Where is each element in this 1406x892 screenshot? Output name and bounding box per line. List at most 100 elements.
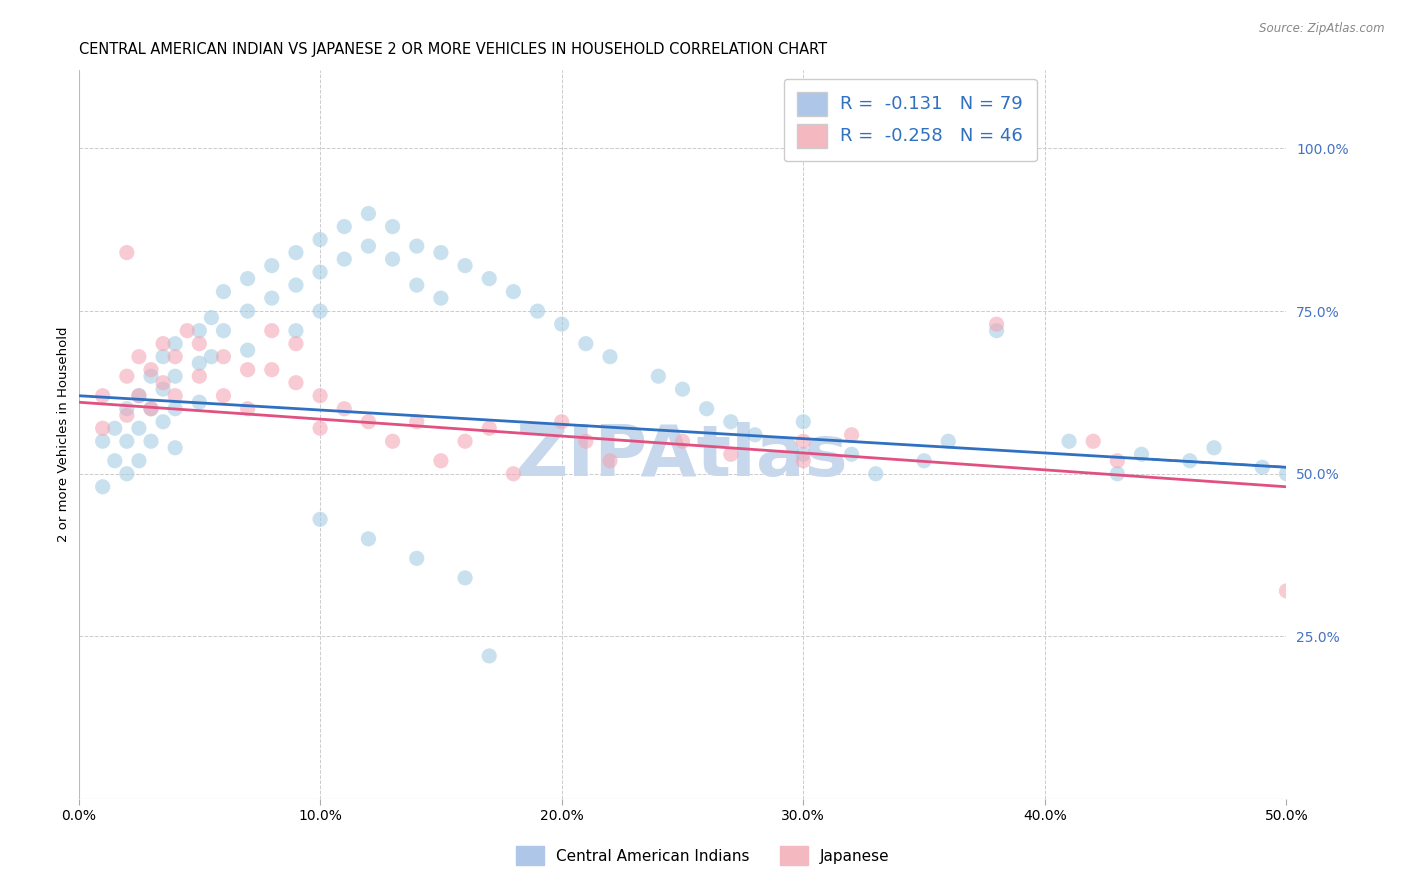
Point [792,447,814,461]
Point [284,336,307,351]
Point [152,376,174,390]
Point [284,278,307,293]
Point [115,369,138,384]
Point [333,219,356,234]
Point [405,551,427,566]
Point [212,350,235,364]
Point [188,336,211,351]
Point [575,336,598,351]
Point [309,233,332,247]
Point [188,395,211,409]
Y-axis label: 2 or more Vehicles in Household: 2 or more Vehicles in Household [58,327,70,542]
Point [1130,447,1153,461]
Point [309,389,332,403]
Point [454,571,477,585]
Point [115,409,138,423]
Point [309,265,332,279]
Point [647,369,669,384]
Point [91,480,114,494]
Point [551,415,574,429]
Point [381,252,404,266]
Point [152,350,174,364]
Point [1057,434,1080,449]
Point [284,376,307,390]
Point [381,219,404,234]
Point [1107,454,1129,468]
Point [139,401,162,416]
Point [152,415,174,429]
Text: CENTRAL AMERICAN INDIAN VS JAPANESE 2 OR MORE VEHICLES IN HOUSEHOLD CORRELATION : CENTRAL AMERICAN INDIAN VS JAPANESE 2 OR… [79,42,827,57]
Point [599,350,621,364]
Point [128,454,150,468]
Point [309,512,332,526]
Point [165,441,187,455]
Point [936,434,959,449]
Point [405,278,427,293]
Point [115,245,138,260]
Point [212,324,235,338]
Point [260,324,283,338]
Point [104,421,127,435]
Point [333,401,356,416]
Point [1107,467,1129,481]
Point [188,324,211,338]
Point [236,343,259,358]
Point [139,362,162,376]
Text: Source: ZipAtlas.com: Source: ZipAtlas.com [1260,22,1385,36]
Point [165,350,187,364]
Point [309,421,332,435]
Point [333,252,356,266]
Point [236,362,259,376]
Point [478,648,501,663]
Point [176,324,198,338]
Point [502,467,524,481]
Point [139,369,162,384]
Point [792,415,814,429]
Point [744,427,766,442]
Point [200,310,222,325]
Point [357,415,380,429]
Point [1178,454,1201,468]
Point [139,434,162,449]
Point [671,382,693,396]
Legend: R =  -0.131   N = 79, R =  -0.258   N = 46: R = -0.131 N = 79, R = -0.258 N = 46 [783,78,1036,161]
Point [671,434,693,449]
Point [405,415,427,429]
Point [430,291,453,305]
Point [165,336,187,351]
Point [236,401,259,416]
Point [104,454,127,468]
Point [792,454,814,468]
Point [381,434,404,449]
Point [152,336,174,351]
Point [91,434,114,449]
Point [165,389,187,403]
Point [720,447,742,461]
Point [405,239,427,253]
Point [575,434,598,449]
Point [260,259,283,273]
Point [865,467,887,481]
Point [188,369,211,384]
Point [152,382,174,396]
Point [91,421,114,435]
Point [128,421,150,435]
Point [260,291,283,305]
Point [236,271,259,285]
Point [502,285,524,299]
Point [841,427,863,442]
Point [1275,467,1298,481]
Point [115,401,138,416]
Point [454,434,477,449]
Point [526,304,548,318]
Text: ZIPAtlas: ZIPAtlas [516,422,849,491]
Point [841,447,863,461]
Point [236,304,259,318]
Point [212,285,235,299]
Point [1251,460,1274,475]
Point [357,532,380,546]
Point [139,401,162,416]
Point [260,362,283,376]
Point [1202,441,1225,455]
Point [165,369,187,384]
